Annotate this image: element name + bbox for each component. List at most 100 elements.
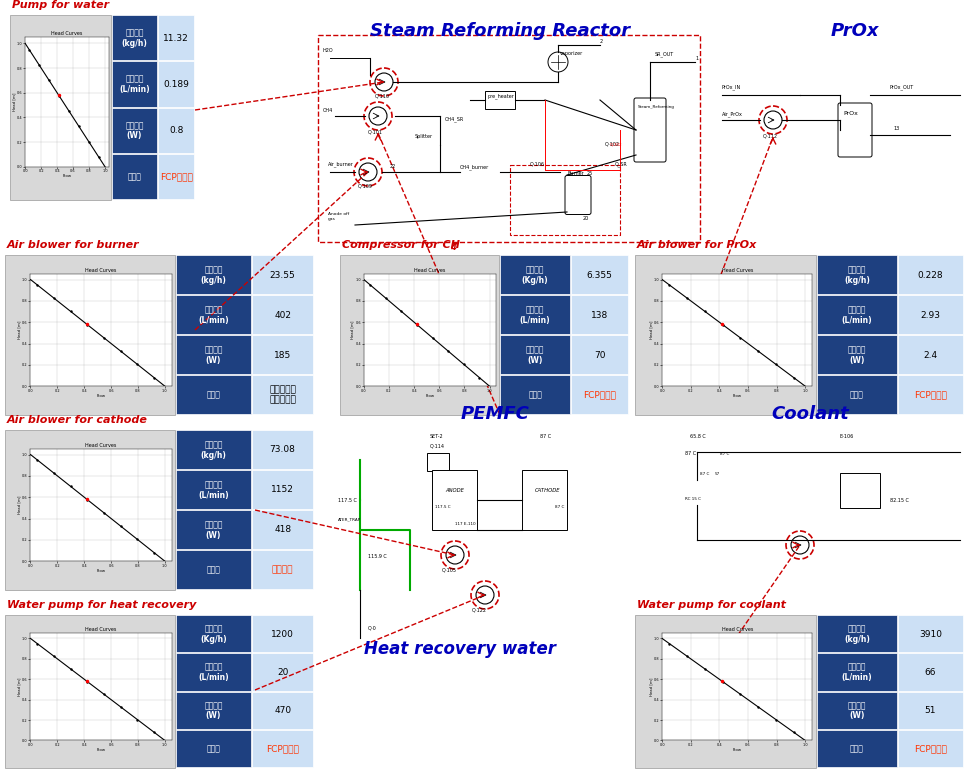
- Y-axis label: Head [m]: Head [m]: [12, 93, 16, 111]
- Text: 소모동력
(W): 소모동력 (W): [204, 701, 223, 720]
- FancyBboxPatch shape: [175, 255, 251, 294]
- Y-axis label: Head [m]: Head [m]: [17, 678, 21, 696]
- Text: 공급유량
(kg/h): 공급유량 (kg/h): [201, 440, 226, 459]
- Text: 11.32: 11.32: [163, 34, 189, 42]
- FancyBboxPatch shape: [175, 692, 251, 729]
- Text: 소모등력
(W): 소모등력 (W): [125, 121, 143, 141]
- Text: Splitter: Splitter: [415, 134, 433, 139]
- FancyBboxPatch shape: [564, 175, 590, 215]
- FancyBboxPatch shape: [897, 615, 962, 652]
- FancyBboxPatch shape: [175, 615, 251, 652]
- FancyBboxPatch shape: [499, 335, 570, 374]
- Text: FCP데이터: FCP데이터: [160, 172, 192, 181]
- Text: Steam_Reforming: Steam_Reforming: [638, 105, 674, 109]
- FancyBboxPatch shape: [897, 692, 962, 729]
- Y-axis label: Head [m]: Head [m]: [17, 496, 21, 514]
- Text: Q-105: Q-105: [442, 568, 456, 573]
- X-axis label: Flow: Flow: [732, 394, 741, 398]
- FancyBboxPatch shape: [816, 255, 896, 294]
- Text: Water pump for heat recovery: Water pump for heat recovery: [7, 600, 196, 610]
- Text: 115.9 C: 115.9 C: [367, 554, 387, 559]
- Text: Air blower for burner: Air blower for burner: [7, 240, 140, 250]
- Text: CH4_SR: CH4_SR: [445, 116, 464, 122]
- Text: 모밸명: 모밸명: [849, 744, 863, 753]
- FancyBboxPatch shape: [252, 295, 313, 334]
- Y-axis label: Head [m]: Head [m]: [648, 321, 652, 340]
- Text: CH4: CH4: [323, 108, 333, 113]
- Text: 138: 138: [590, 310, 608, 320]
- FancyBboxPatch shape: [897, 375, 962, 414]
- Text: pre_heater: pre_heater: [487, 93, 515, 99]
- FancyBboxPatch shape: [252, 550, 313, 589]
- Text: 공급유량
(kg/h): 공급유량 (kg/h): [843, 625, 869, 644]
- Text: H2O: H2O: [323, 48, 333, 53]
- Text: 82.15 C: 82.15 C: [890, 498, 908, 503]
- Text: 공급유랑
(L/min): 공급유랑 (L/min): [519, 305, 549, 325]
- Text: Anode off
gas: Anode off gas: [328, 212, 349, 221]
- X-axis label: Flow: Flow: [97, 394, 106, 398]
- Text: 117.5 C: 117.5 C: [337, 498, 357, 503]
- Text: 20: 20: [277, 668, 288, 677]
- FancyBboxPatch shape: [571, 255, 628, 294]
- FancyBboxPatch shape: [252, 510, 313, 549]
- FancyBboxPatch shape: [571, 375, 628, 414]
- FancyBboxPatch shape: [635, 255, 815, 415]
- FancyBboxPatch shape: [252, 255, 313, 294]
- Text: 73.08: 73.08: [269, 445, 296, 455]
- FancyBboxPatch shape: [897, 730, 962, 767]
- Text: 1: 1: [694, 56, 698, 61]
- Text: 65.8 C: 65.8 C: [689, 434, 705, 439]
- Y-axis label: Head [m]: Head [m]: [351, 321, 355, 340]
- FancyBboxPatch shape: [252, 335, 313, 374]
- Text: PrOx_IN: PrOx_IN: [721, 84, 740, 90]
- Text: 공급유량
(kg/h): 공급유량 (kg/h): [121, 29, 147, 48]
- Y-axis label: Head [m]: Head [m]: [648, 678, 652, 696]
- Text: 20: 20: [582, 216, 588, 221]
- FancyBboxPatch shape: [522, 470, 567, 530]
- FancyBboxPatch shape: [252, 375, 313, 414]
- FancyBboxPatch shape: [897, 255, 962, 294]
- Text: 공급유량
(L/min): 공급유량 (L/min): [198, 305, 229, 325]
- Text: 87 C: 87 C: [540, 434, 550, 439]
- X-axis label: Flow: Flow: [424, 394, 434, 398]
- FancyBboxPatch shape: [158, 61, 194, 107]
- FancyBboxPatch shape: [837, 103, 871, 157]
- FancyBboxPatch shape: [571, 335, 628, 374]
- X-axis label: Flow: Flow: [732, 748, 741, 752]
- FancyBboxPatch shape: [175, 550, 251, 589]
- FancyBboxPatch shape: [175, 430, 251, 469]
- Title: Head Curves: Head Curves: [414, 268, 445, 273]
- Text: Air_burner: Air_burner: [328, 161, 354, 167]
- Text: 모밸명: 모밸명: [527, 391, 542, 399]
- Text: 117.5 C: 117.5 C: [434, 505, 451, 509]
- Text: 모밸명: 모밸명: [127, 172, 141, 181]
- Text: 6.355: 6.355: [586, 270, 612, 279]
- Text: 4: 4: [450, 243, 455, 252]
- FancyBboxPatch shape: [340, 255, 498, 415]
- Text: 소모등력
(W): 소모등력 (W): [204, 345, 223, 364]
- Text: Pump for water: Pump for water: [12, 0, 109, 10]
- Text: Coolant: Coolant: [770, 405, 848, 423]
- Text: 70: 70: [593, 350, 605, 360]
- FancyBboxPatch shape: [252, 430, 313, 469]
- FancyBboxPatch shape: [499, 375, 570, 414]
- Text: Q-0: Q-0: [367, 626, 376, 631]
- Text: 66: 66: [923, 668, 935, 677]
- FancyBboxPatch shape: [571, 295, 628, 334]
- FancyBboxPatch shape: [432, 470, 477, 530]
- FancyBboxPatch shape: [635, 615, 815, 768]
- Text: 사중모델: 사중모델: [271, 566, 293, 574]
- Text: 0.189: 0.189: [163, 80, 189, 89]
- Text: 모밸명: 모밸명: [849, 391, 863, 399]
- FancyBboxPatch shape: [175, 335, 251, 374]
- Text: 3910: 3910: [918, 630, 941, 638]
- Text: 0.228: 0.228: [917, 270, 942, 279]
- Text: 2: 2: [600, 39, 603, 44]
- FancyBboxPatch shape: [175, 653, 251, 690]
- FancyBboxPatch shape: [252, 692, 313, 729]
- Text: SET-2: SET-2: [429, 434, 443, 439]
- FancyBboxPatch shape: [252, 615, 313, 652]
- FancyBboxPatch shape: [634, 98, 666, 162]
- Text: 87 C: 87 C: [700, 472, 708, 476]
- Text: Air blower for cathode: Air blower for cathode: [7, 415, 147, 425]
